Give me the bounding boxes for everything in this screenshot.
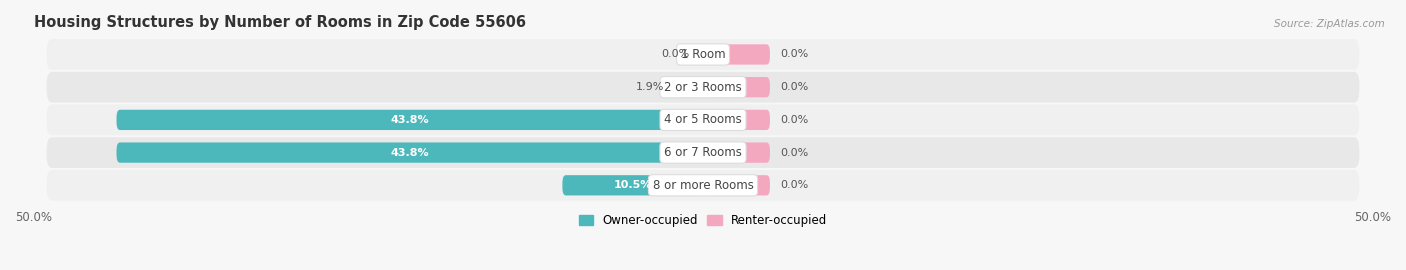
FancyBboxPatch shape <box>703 44 770 65</box>
FancyBboxPatch shape <box>46 137 1360 168</box>
FancyBboxPatch shape <box>703 110 770 130</box>
FancyBboxPatch shape <box>46 104 1360 135</box>
Text: 0.0%: 0.0% <box>780 148 808 158</box>
FancyBboxPatch shape <box>703 143 770 163</box>
Text: 8 or more Rooms: 8 or more Rooms <box>652 179 754 192</box>
FancyBboxPatch shape <box>117 110 703 130</box>
FancyBboxPatch shape <box>562 175 703 195</box>
Text: 0.0%: 0.0% <box>661 49 689 59</box>
Text: 10.5%: 10.5% <box>613 180 652 190</box>
Text: 43.8%: 43.8% <box>391 115 429 125</box>
FancyBboxPatch shape <box>117 143 703 163</box>
Legend: Owner-occupied, Renter-occupied: Owner-occupied, Renter-occupied <box>574 209 832 232</box>
FancyBboxPatch shape <box>46 39 1360 70</box>
FancyBboxPatch shape <box>703 175 770 195</box>
Text: 0.0%: 0.0% <box>780 115 808 125</box>
Text: 6 or 7 Rooms: 6 or 7 Rooms <box>664 146 742 159</box>
FancyBboxPatch shape <box>703 77 770 97</box>
Text: 1.9%: 1.9% <box>636 82 664 92</box>
Text: 0.0%: 0.0% <box>780 180 808 190</box>
Text: 1 Room: 1 Room <box>681 48 725 61</box>
Text: 0.0%: 0.0% <box>780 49 808 59</box>
Text: Source: ZipAtlas.com: Source: ZipAtlas.com <box>1274 19 1385 29</box>
FancyBboxPatch shape <box>678 77 703 97</box>
Text: Housing Structures by Number of Rooms in Zip Code 55606: Housing Structures by Number of Rooms in… <box>34 15 526 30</box>
Text: 4 or 5 Rooms: 4 or 5 Rooms <box>664 113 742 126</box>
FancyBboxPatch shape <box>46 170 1360 201</box>
Text: 0.0%: 0.0% <box>780 82 808 92</box>
Text: 43.8%: 43.8% <box>391 148 429 158</box>
FancyBboxPatch shape <box>46 72 1360 103</box>
Text: 2 or 3 Rooms: 2 or 3 Rooms <box>664 81 742 94</box>
